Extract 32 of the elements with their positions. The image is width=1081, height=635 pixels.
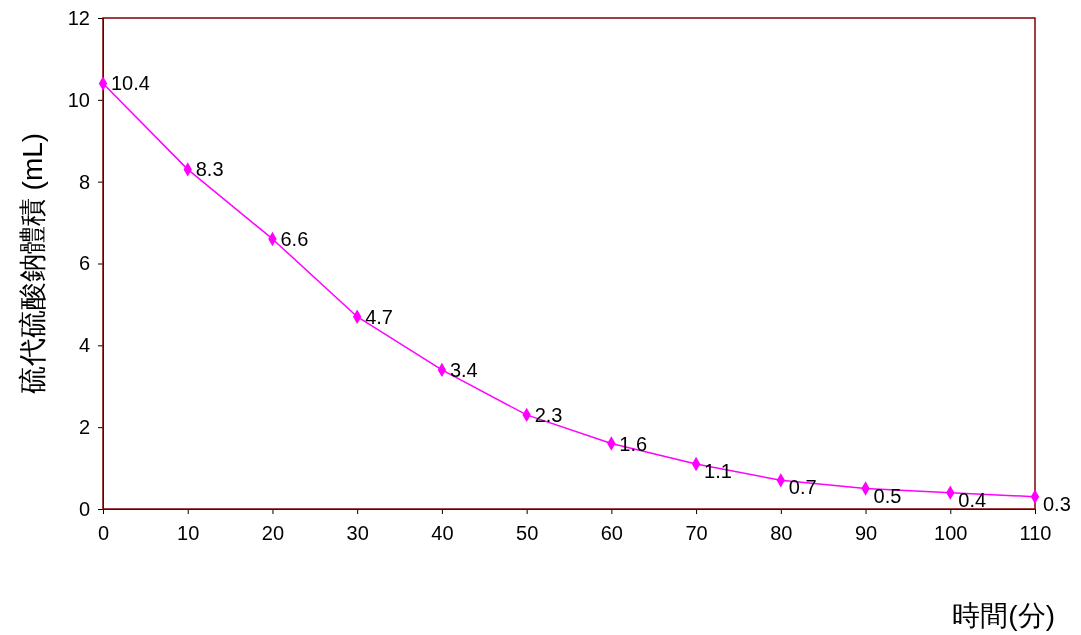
data-label: 6.6	[280, 227, 309, 250]
x-tick-label: 90	[854, 522, 878, 545]
y-tick-label: 10	[67, 88, 90, 111]
x-tick-label: 50	[516, 522, 539, 545]
y-tick-label: 4	[78, 334, 90, 357]
x-tick-label: 60	[600, 522, 623, 545]
data-label: 4.7	[365, 305, 393, 328]
y-tick-label: 8	[78, 170, 90, 193]
data-label: 2.3	[534, 403, 563, 426]
data-label: 3.4	[449, 358, 478, 381]
data-label: 0.4	[958, 488, 987, 511]
y-tick-label: 0	[78, 497, 90, 520]
y-tick-label: 6	[78, 252, 90, 275]
x-tick-label: 30	[346, 522, 369, 545]
x-tick-label: 100	[934, 522, 968, 545]
y-tick-label: 12	[67, 6, 90, 29]
data-label: 0.3	[1043, 492, 1071, 515]
x-tick-label: 80	[770, 522, 793, 545]
x-tick-label: 40	[431, 522, 454, 545]
x-tick-label: 70	[685, 522, 708, 545]
data-label: 0.5	[873, 484, 902, 507]
x-tick-label: 10	[177, 522, 200, 545]
y-axis-title: 硫代硫酸鈉體積 (mL)	[17, 132, 48, 395]
x-axis-title: 時間(分)	[952, 600, 1055, 631]
data-label: 0.7	[788, 476, 817, 499]
data-label: 10.4	[111, 72, 150, 95]
y-tick-label: 2	[78, 416, 90, 439]
x-tick-label: 0	[97, 522, 110, 545]
x-tick-label: 110	[1019, 522, 1052, 545]
data-label: 1.6	[619, 432, 648, 455]
x-tick-label: 20	[261, 522, 285, 545]
data-label: 8.3	[195, 158, 224, 181]
